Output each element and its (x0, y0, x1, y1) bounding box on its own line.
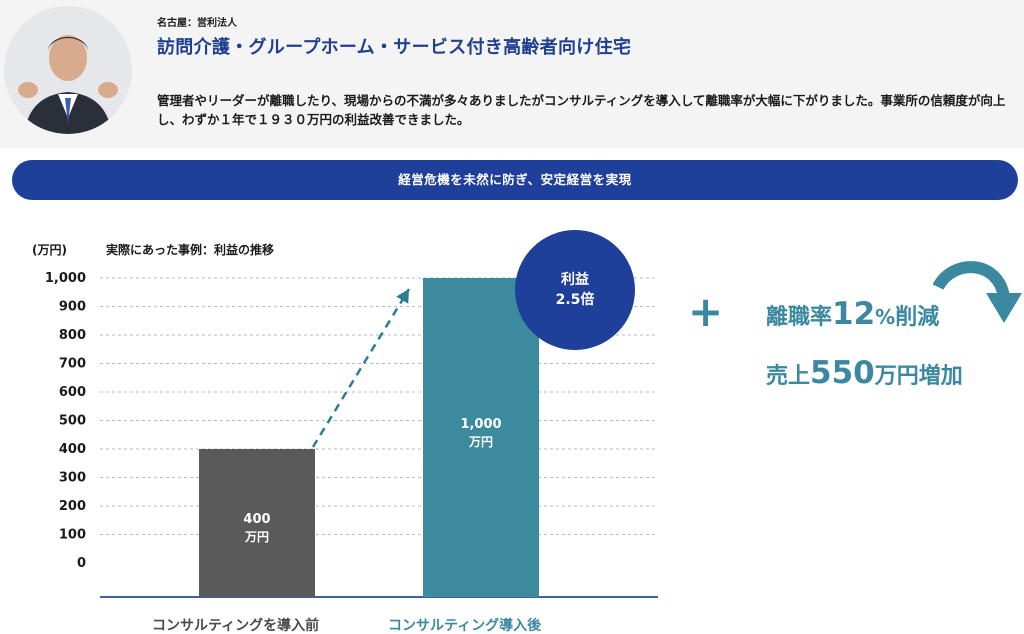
kpi-sales-suffix: 増加 (918, 364, 963, 389)
y-axis-unit: (万円) (32, 243, 67, 257)
y-tick-label: 1,000 (45, 271, 86, 286)
kpi-sales-number: 550 (810, 355, 875, 391)
profit-callout-label: 利益 (561, 271, 589, 288)
bar-after (423, 278, 539, 597)
bar-value-label: 1,000 (460, 417, 501, 432)
y-tick-label: 0 (77, 556, 86, 571)
kpi-turnover-suffix: 削減 (895, 305, 940, 330)
company-type-title: 訪問介護・グループホーム・サービス付き高齢者向け住宅 (157, 37, 632, 58)
chart-svg: 0 100 200 300 400 500 600 700 800 900 1,000 400 万円 1,… (45, 230, 658, 598)
bar-unit-label: 万円 (244, 530, 269, 544)
chart-title: 実際にあった事例：利益の推移 (106, 243, 275, 257)
profit-callout-circle (515, 230, 635, 350)
curved-down-arrow-icon (932, 261, 1022, 323)
y-tick-label: 700 (59, 357, 86, 372)
growth-arrow-head (396, 289, 409, 304)
person-photo-icon (4, 6, 132, 134)
testimonial-text: 管理者やリーダーが離職したり、現場からの不満が多々ありましたがコンサルティングを… (157, 93, 1006, 127)
avatar (4, 6, 132, 134)
category-label-after: コンサルティング導入後 (388, 618, 542, 634)
plus-icon: + (688, 287, 724, 336)
bar-value-label: 400 (243, 512, 270, 527)
category-label-before: コンサルティングを導入前 (152, 618, 320, 634)
profit-callout-value: 2.5倍 (556, 291, 595, 308)
testimonial-header: 名古屋：営利法人 訪問介護・グループホーム・サービス付き高齢者向け住宅 管理者や… (0, 0, 1024, 148)
kpi-turnover-unit: % (875, 305, 896, 329)
y-tick-label: 500 (59, 414, 86, 429)
growth-arrow-line (311, 288, 411, 448)
y-tick-label: 400 (59, 442, 86, 457)
kpi-turnover: 離職率12%削減 (766, 299, 939, 330)
region-label: 名古屋：営利法人 (157, 18, 237, 29)
headline-banner: 経営危機を未然に防ぎ、安定経営を実現 (12, 160, 1018, 200)
profit-chart: 0 100 200 300 400 500 600 700 800 900 1,000 400 万円 1,… (0, 205, 1024, 634)
kpi-sales-unit: 万円 (874, 364, 919, 389)
kpi-turnover-number: 12 (832, 296, 876, 332)
kpi-turnover-label: 離職率 (766, 305, 833, 330)
y-tick-label: 900 (59, 300, 86, 315)
y-tick-label: 100 (59, 528, 86, 543)
kpi-sales-label: 売上 (766, 364, 811, 389)
y-tick-label: 800 (59, 328, 86, 343)
bar-unit-label: 万円 (468, 435, 493, 449)
bar-before (199, 449, 315, 597)
y-tick-label: 600 (59, 385, 86, 400)
y-tick-label: 200 (59, 499, 86, 514)
kpi-sales: 売上550万円増加 (766, 358, 963, 389)
y-tick-label: 300 (59, 471, 86, 486)
